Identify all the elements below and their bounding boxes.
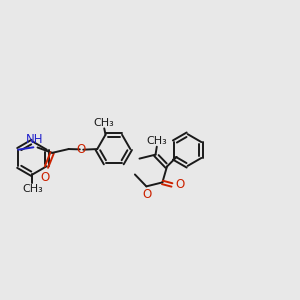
Text: O: O	[142, 188, 152, 201]
Text: CH₃: CH₃	[94, 118, 114, 128]
Text: NH: NH	[26, 133, 44, 146]
Text: CH₃: CH₃	[146, 136, 167, 146]
Text: O: O	[77, 143, 86, 156]
Text: O: O	[175, 178, 184, 191]
Text: CH₃: CH₃	[22, 184, 43, 194]
Text: O: O	[40, 171, 50, 184]
